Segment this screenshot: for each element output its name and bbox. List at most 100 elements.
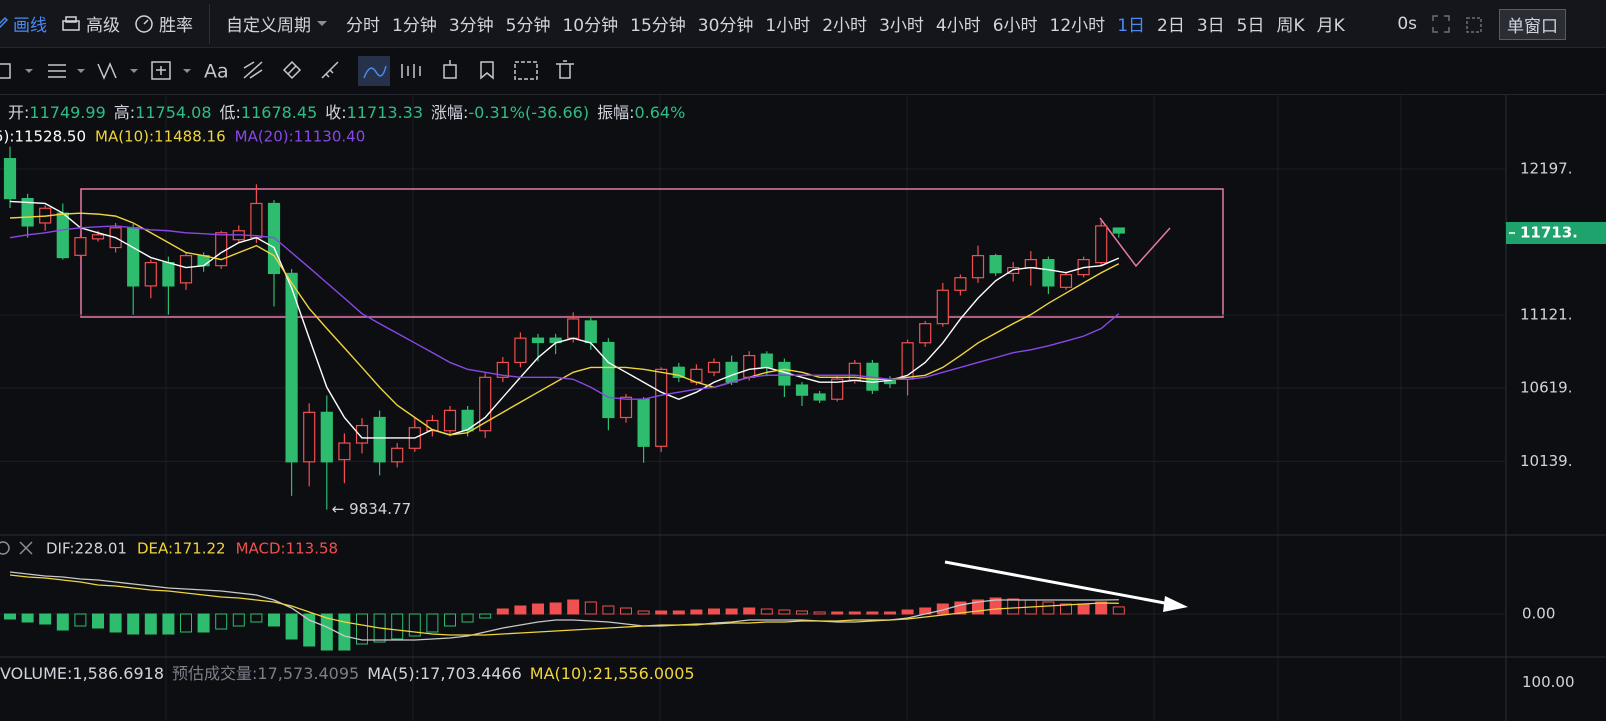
candle-body xyxy=(936,289,949,325)
period[interactable]: 月K xyxy=(1316,16,1345,36)
ma-legend: MA(5):11528.50 xyxy=(0,128,86,146)
period[interactable]: 1小时 xyxy=(765,16,811,36)
gauge-icon xyxy=(135,14,153,33)
macd-bar xyxy=(989,597,1002,615)
top-bar: 画线 高级 胜率 自定义周期 分时 1分钟 3分钟 5分钟 10分钟 15分钟 30分钟 1小… xyxy=(0,0,1606,48)
macd-bar xyxy=(109,613,122,633)
candle-body xyxy=(373,416,386,463)
period[interactable]: 1日 xyxy=(1117,16,1146,36)
macd-line xyxy=(9,571,1119,641)
draw-tab[interactable]: 画线 xyxy=(0,11,47,36)
period[interactable]: 5分钟 xyxy=(505,16,551,36)
separator xyxy=(209,3,210,44)
period[interactable]: 6小时 xyxy=(992,16,1038,36)
candle-body xyxy=(584,320,597,344)
period[interactable]: 分时 xyxy=(346,16,380,36)
ma-legend: MA(20):11130.40 xyxy=(235,128,366,146)
winrate-tab[interactable]: 胜率 xyxy=(134,11,193,36)
y-tick-label: 0.00 xyxy=(1522,605,1555,623)
candle-body xyxy=(1024,259,1037,269)
macd-bar xyxy=(760,608,773,615)
macd-line xyxy=(9,574,1119,636)
candle-body xyxy=(74,237,87,256)
period[interactable]: 周K xyxy=(1276,16,1305,36)
macd-bar xyxy=(884,611,896,615)
custom-period[interactable]: 自定义周期 xyxy=(226,11,328,36)
macd-bar xyxy=(408,613,421,637)
period[interactable]: 30分钟 xyxy=(697,16,754,36)
period[interactable]: 12小时 xyxy=(1049,16,1106,36)
macd-bar xyxy=(831,611,844,615)
macd-bar xyxy=(901,609,914,615)
period-list: 分时 1分钟 3分钟 5分钟 10分钟 15分钟 30分钟 1小时 2小时 3小时 4小时 6小时 12… xyxy=(346,11,1345,36)
candle-body xyxy=(162,262,175,287)
period[interactable]: 1分钟 xyxy=(392,16,437,36)
candle-body xyxy=(1007,266,1020,274)
macd-bar xyxy=(268,613,280,627)
timer: 0s xyxy=(1397,14,1417,34)
info-value: 0.64% xyxy=(634,103,686,122)
macd-bar xyxy=(4,613,16,620)
text-tool[interactable]: Aa xyxy=(204,61,229,83)
candle-body xyxy=(637,398,650,447)
zigzag-drawing xyxy=(1099,217,1171,268)
macd-legend-icons xyxy=(0,541,33,555)
macd-bar xyxy=(708,608,720,615)
ma-line xyxy=(9,212,1120,436)
macd-bar xyxy=(584,601,597,615)
fullscreen-icon[interactable] xyxy=(1431,14,1451,34)
period[interactable]: 3分钟 xyxy=(448,16,494,36)
period[interactable]: 15分钟 xyxy=(630,16,686,36)
printer-icon xyxy=(62,15,80,31)
period[interactable]: 3小时 xyxy=(879,16,924,36)
period[interactable]: 4小时 xyxy=(935,16,981,36)
candle-body xyxy=(21,197,34,227)
macd-bar xyxy=(866,611,879,615)
volume-legend-item: 预估成交量:17,573.4095 xyxy=(172,664,360,683)
candle-body xyxy=(831,378,844,400)
candle-body xyxy=(707,361,721,373)
period[interactable]: 3日 xyxy=(1196,16,1225,36)
volume-legend-item: MA(5):17,703.4466 xyxy=(367,664,522,683)
tab-label: 高级 xyxy=(86,16,120,36)
info-label: 涨幅: xyxy=(431,103,469,122)
candle-body xyxy=(514,337,527,364)
macd-bar xyxy=(496,608,509,615)
info-label: 高: xyxy=(113,103,136,122)
advanced-tab[interactable]: 高级 xyxy=(61,11,120,36)
macd-bar xyxy=(127,613,140,635)
macd-bar xyxy=(549,602,562,615)
info-value: 11749.99 xyxy=(29,103,106,122)
info-line: 开:11749.99 高:11754.08 低:11678.45 收:11713.33… xyxy=(8,99,693,123)
macd-legend: MACD:113.58 xyxy=(236,540,339,558)
macd-bar xyxy=(848,611,861,615)
candle-body xyxy=(3,158,17,200)
candle-body xyxy=(813,393,826,401)
macd-legend: DEA:171.22 xyxy=(137,540,226,558)
macd-bar xyxy=(461,613,474,623)
window-button[interactable]: 单窗口 xyxy=(1499,8,1566,40)
macd-bar xyxy=(479,613,492,619)
candle-body xyxy=(901,342,914,380)
macd-bar xyxy=(338,613,351,651)
caret xyxy=(317,20,327,26)
period[interactable]: 10分钟 xyxy=(562,16,619,36)
y-tick-label: 12197. xyxy=(1520,159,1573,177)
period[interactable]: 2小时 xyxy=(822,16,868,36)
macd-bar xyxy=(1007,598,1020,615)
popout-icon[interactable] xyxy=(1465,14,1485,34)
candle-body xyxy=(1059,274,1073,288)
tab-label: 胜率 xyxy=(159,16,193,36)
period[interactable]: 2日 xyxy=(1157,16,1185,36)
macd-bar xyxy=(1112,606,1125,615)
period[interactable]: 5日 xyxy=(1236,16,1265,36)
macd-bar xyxy=(320,613,333,651)
candle-body xyxy=(338,442,351,461)
macd-bar xyxy=(1060,603,1072,615)
candle-body xyxy=(567,318,580,339)
macd-bar xyxy=(215,613,228,630)
pencil-icon xyxy=(0,16,8,28)
y-tick-label: 10619. xyxy=(1520,379,1573,397)
candle-body xyxy=(971,255,985,279)
